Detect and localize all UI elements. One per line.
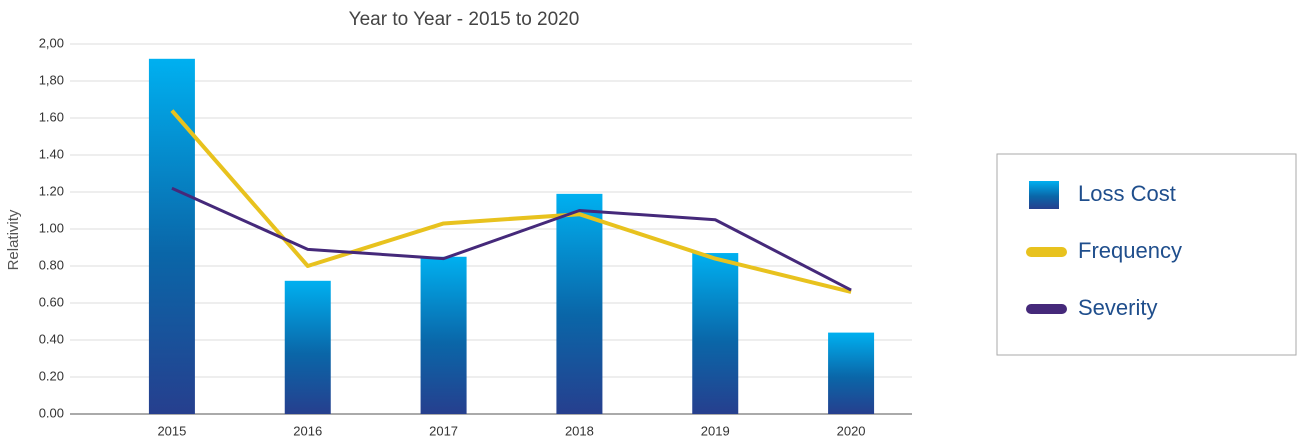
- legend-label: Severity: [1078, 295, 1157, 320]
- x-tick-label: 2017: [429, 423, 458, 438]
- y-tick-label: 1.00: [39, 220, 64, 235]
- bar: [284, 280, 331, 414]
- bar: [148, 58, 195, 415]
- x-tick-label: 2018: [565, 423, 594, 438]
- y-tick-label: 0.80: [39, 257, 64, 272]
- x-tick-label: 2019: [701, 423, 730, 438]
- legend-swatch: [1029, 181, 1059, 209]
- legend-label: Frequency: [1078, 238, 1182, 263]
- y-tick-label: 0.20: [39, 368, 64, 383]
- y-tick-label: 1.40: [39, 146, 64, 161]
- x-tick-label: 2016: [293, 423, 322, 438]
- y-tick-label: 0.40: [39, 331, 64, 346]
- y-tick-label: 1.20: [39, 183, 64, 198]
- bar: [692, 253, 739, 414]
- y-tick-label: 2,00: [39, 35, 64, 50]
- y-axis-label: Relativity: [5, 209, 22, 270]
- x-tick-label: 2020: [837, 423, 866, 438]
- bar: [828, 332, 875, 414]
- bar: [556, 193, 603, 414]
- y-tick-label: 1,80: [39, 72, 64, 87]
- line: [171, 186, 852, 292]
- line: [170, 109, 852, 294]
- chart-title: Year to Year - 2015 to 2020: [349, 9, 580, 30]
- y-tick-label: 1.60: [39, 109, 64, 124]
- legend-label: Loss Cost: [1078, 181, 1176, 206]
- y-tick-label: 0.00: [39, 405, 64, 420]
- x-tick-label: 2015: [157, 423, 186, 438]
- bar: [420, 256, 467, 414]
- y-tick-label: 0.60: [39, 294, 64, 309]
